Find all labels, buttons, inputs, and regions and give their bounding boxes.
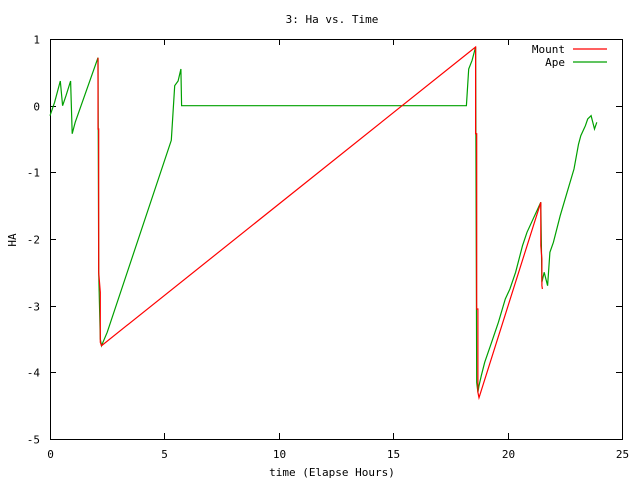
x-tick-label: 10 — [273, 448, 286, 461]
x-tick-label: 5 — [161, 448, 168, 461]
y-tick-label: -2 — [27, 234, 40, 247]
x-tick-label: 15 — [387, 448, 400, 461]
chart-title: 3: Ha vs. Time — [286, 13, 379, 26]
x-axis-label: time (Elapse Hours) — [269, 466, 395, 479]
x-tick-label: 0 — [47, 448, 54, 461]
y-tick-label: -5 — [27, 434, 40, 447]
x-tick-labels: 0 5 10 15 20 25 — [47, 448, 629, 461]
axis-ticks — [50, 39, 623, 440]
y-axis-label: HA — [6, 233, 19, 247]
y-tick-labels: 1 0 -1 -2 -3 -4 -5 — [27, 34, 41, 447]
legend-label-ape: Ape — [545, 56, 565, 69]
legend-label-mount: Mount — [532, 43, 565, 56]
x-tick-label: 20 — [502, 448, 515, 461]
x-tick-label: 25 — [616, 448, 629, 461]
series-line-mount — [97, 45, 543, 401]
y-tick-label: 1 — [33, 34, 40, 47]
y-tick-label: 0 — [33, 101, 40, 114]
y-tick-label: -1 — [27, 167, 40, 180]
y-tick-label: -4 — [27, 367, 41, 380]
series-lines — [49, 45, 598, 401]
y-tick-label: -3 — [27, 301, 40, 314]
